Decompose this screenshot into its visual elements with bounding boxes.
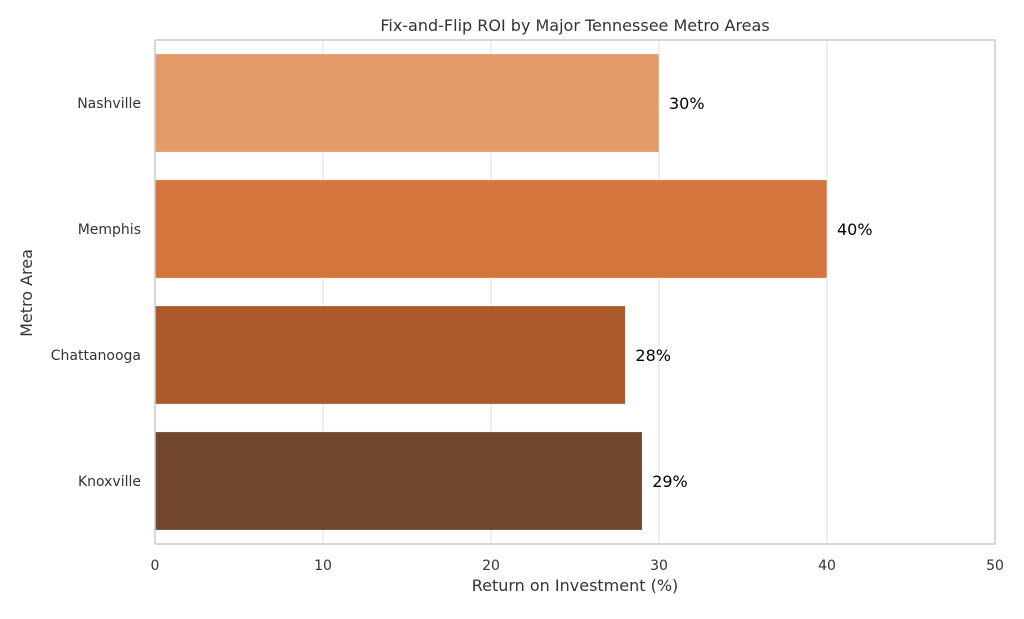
bars-layer <box>154 53 828 531</box>
x-tick-label: 10 <box>314 558 332 574</box>
chart-title: Fix-and-Flip ROI by Major Tennessee Metr… <box>380 16 769 35</box>
bar <box>154 305 626 405</box>
ticks-layer: 0 10 20 30 40 50 Nashville Memphis Chattanooga Kn… <box>51 96 1004 574</box>
y-axis-title: Metro Area <box>17 249 36 337</box>
data-label: 40% <box>837 220 873 239</box>
y-tick-label: Chattanooga <box>51 348 141 364</box>
x-tick-label: 50 <box>986 558 1004 574</box>
x-tick-label: 40 <box>818 558 836 574</box>
y-tick-label: Nashville <box>77 96 141 112</box>
data-label: 30% <box>669 94 705 113</box>
data-label: 29% <box>652 472 688 491</box>
bar <box>154 179 828 279</box>
x-tick-label: 30 <box>650 558 668 574</box>
y-tick-label: Memphis <box>78 222 141 238</box>
bar <box>154 431 643 531</box>
y-tick-label: Knoxville <box>78 474 141 490</box>
plot-frame <box>154 39 996 545</box>
x-tick-label: 20 <box>482 558 500 574</box>
x-tick-label: 0 <box>151 558 160 574</box>
data-labels-layer: 30% 40% 28% 29% <box>635 94 872 491</box>
bar <box>154 53 660 153</box>
x-axis-title: Return on Investment (%) <box>472 576 679 595</box>
data-label: 28% <box>635 346 671 365</box>
